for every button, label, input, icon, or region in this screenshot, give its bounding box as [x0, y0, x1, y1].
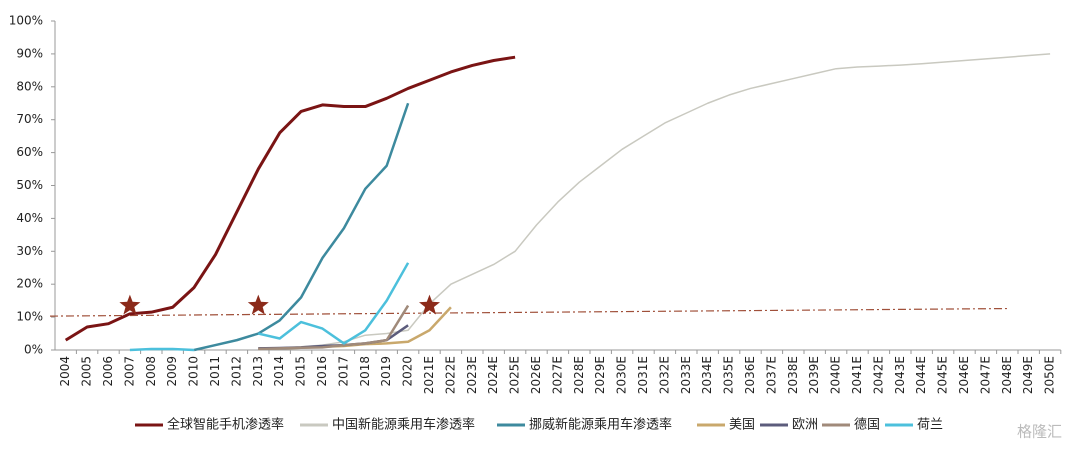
legend-label: 美国	[729, 418, 755, 433]
series-line	[129, 262, 410, 352]
x-tick-label: 2049E	[1021, 356, 1035, 394]
x-tick-label: 2007	[122, 356, 136, 387]
x-tick-label: 2047E	[978, 356, 992, 394]
star-marker	[119, 294, 141, 315]
y-tick-label: 20%	[16, 277, 43, 291]
series-line	[193, 102, 410, 352]
watermark: 格隆汇	[1017, 423, 1062, 441]
x-tick-label: 2048E	[1000, 356, 1014, 394]
x-tick-label: 2013	[251, 356, 265, 387]
legend-label: 荷兰	[917, 418, 943, 433]
y-tick-label: 30%	[16, 244, 43, 258]
x-tick-label: 2035E	[722, 356, 736, 394]
x-tick-label: 2033E	[679, 356, 693, 394]
x-tick-label: 2006	[101, 356, 115, 387]
star-marker	[419, 294, 440, 315]
y-tick-label: 60%	[16, 145, 43, 159]
x-tick-label: 2011	[208, 356, 222, 387]
x-tick-label: 2020	[401, 356, 415, 387]
x-tick-label: 2045E	[936, 356, 950, 394]
y-tick-label: 40%	[16, 211, 43, 225]
x-tick-label: 2028E	[572, 356, 586, 394]
x-tick-label: 2016	[315, 356, 329, 387]
x-tick-label: 2031E	[636, 356, 650, 394]
y-tick-label: 80%	[16, 79, 43, 93]
x-tick-label: 2034E	[700, 356, 714, 394]
x-tick-label: 2023E	[465, 356, 479, 394]
x-tick-label: 2030E	[615, 356, 629, 394]
x-tick-label: 2008	[144, 356, 158, 387]
x-tick-label: 2044E	[914, 356, 928, 394]
y-tick-label: 10%	[16, 310, 43, 324]
x-tick-label: 2018	[358, 356, 372, 387]
x-tick-label: 2022E	[443, 356, 457, 394]
x-tick-label: 2032E	[657, 356, 671, 394]
legend-label: 全球智能手机渗透率	[167, 417, 284, 433]
series-line	[258, 53, 1051, 350]
series-line	[64, 55, 516, 342]
x-tick-label: 2021E	[422, 356, 436, 394]
x-tick-label: 2029E	[593, 356, 607, 394]
x-tick-label: 2036E	[743, 356, 757, 394]
x-tick-label: 2042E	[871, 356, 885, 394]
x-tick-label: 2017	[336, 356, 350, 387]
y-tick-label: 90%	[16, 46, 43, 60]
x-tick-label: 2046E	[957, 356, 971, 394]
star-marker	[247, 294, 269, 315]
x-tick-label: 2040E	[829, 356, 843, 394]
series-line	[258, 304, 410, 351]
x-tick-label: 2014	[272, 356, 286, 387]
x-tick-label: 2005	[80, 356, 94, 387]
y-tick-label: 100%	[9, 14, 43, 28]
x-tick-label: 2038E	[786, 356, 800, 394]
x-tick-label: 2019	[379, 356, 393, 387]
x-tick-label: 2041E	[850, 356, 864, 394]
x-tick-label: 2050E	[1043, 356, 1057, 394]
x-tick-label: 2026E	[529, 356, 543, 394]
x-tick-label: 2043E	[893, 356, 907, 394]
x-tick-label: 2027E	[550, 356, 564, 394]
x-tick-label: 2015	[294, 356, 308, 387]
reference-line	[49, 307, 1008, 317]
x-tick-label: 2039E	[807, 356, 821, 394]
y-tick-label: 0%	[24, 343, 43, 357]
x-tick-label: 2012	[229, 356, 243, 387]
x-tick-label: 2025E	[508, 356, 522, 394]
legend-label: 挪威新能源乘用车渗透率	[529, 417, 672, 433]
x-tick-label: 2010	[187, 356, 201, 387]
x-tick-label: 2024E	[486, 356, 500, 394]
legend-label: 德国	[854, 418, 880, 433]
x-tick-label: 2009	[165, 356, 179, 387]
legend-label: 欧洲	[792, 418, 818, 433]
x-tick-label: 2004	[58, 356, 72, 387]
legend-label: 中国新能源乘用车渗透率	[332, 417, 475, 433]
y-tick-label: 70%	[16, 112, 43, 126]
x-tick-label: 2037E	[764, 356, 778, 394]
y-tick-label: 50%	[16, 178, 43, 192]
